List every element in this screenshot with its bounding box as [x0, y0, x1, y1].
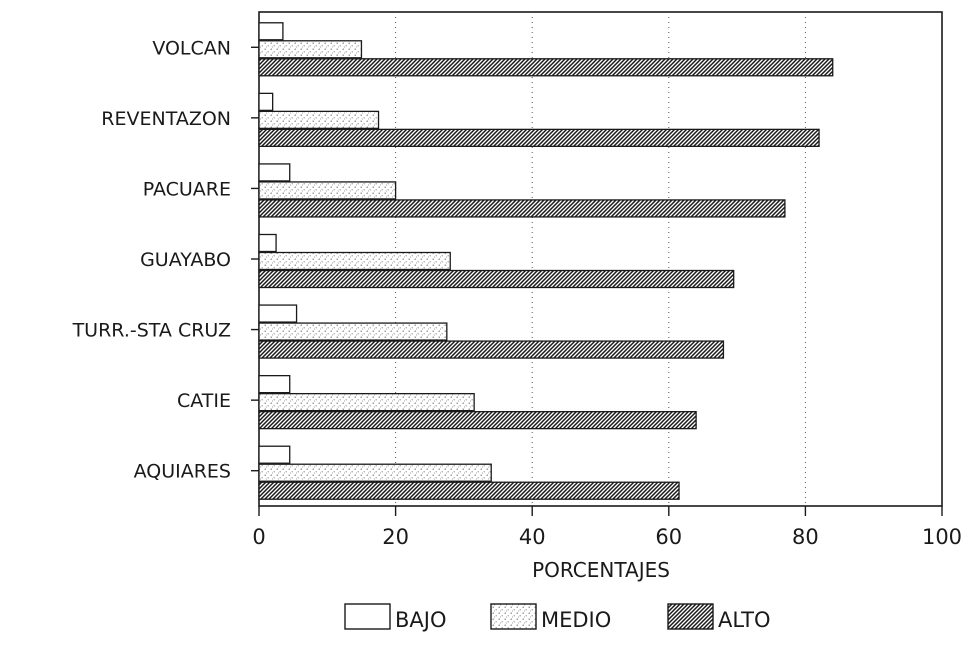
bar-alto-1 — [258, 128, 820, 148]
bar-medio-4 — [258, 322, 448, 341]
legend-swatch-medio — [490, 603, 537, 630]
y-tick-label-3: GUAYABO — [140, 249, 231, 271]
bar-alto-5 — [258, 410, 697, 430]
bar-alto-3 — [258, 269, 735, 289]
bar-bajo-5 — [258, 374, 291, 394]
x-tick-label-0: 0 — [252, 525, 265, 549]
bar-medio-2 — [258, 181, 397, 200]
bar-alto-6 — [258, 481, 680, 500]
x-tick-label-4: 80 — [792, 525, 819, 549]
legend-swatch-alto — [667, 603, 714, 630]
bar-bajo-2 — [258, 163, 291, 182]
bar-medio-6 — [258, 463, 492, 482]
bar-medio-1 — [258, 110, 380, 130]
y-tick-label-4: TURR.-STA CRUZ — [72, 320, 231, 342]
bar-bajo-3 — [258, 233, 277, 253]
y-tick-label-0: VOLCAN — [152, 37, 231, 59]
legend-label-medio: MEDIO — [541, 608, 611, 632]
grid — [395, 12, 806, 506]
y-tick-label-6: AQUIARES — [134, 461, 231, 483]
x-axis-label: PORCENTAJES — [532, 558, 670, 582]
y-tick-label-1: REVENTAZON — [101, 108, 231, 130]
x-tick-label-5: 100 — [922, 525, 962, 549]
bar-bajo-1 — [258, 92, 274, 112]
x-tick-label-2: 40 — [519, 525, 546, 549]
bar-medio-5 — [258, 392, 475, 412]
bar-bajo-6 — [258, 445, 291, 464]
y-tick-label-5: CATIE — [177, 390, 231, 412]
bar-medio-0 — [258, 40, 363, 59]
legend: BAJO MEDIO ALTO — [344, 603, 771, 632]
y-tick-label-2: PACUARE — [143, 178, 231, 200]
bar-bajo-4 — [258, 304, 298, 323]
bar-bajo-0 — [258, 22, 284, 41]
x-axis: 0 20 40 60 80 100 — [252, 506, 962, 549]
bar-medio-3 — [258, 251, 451, 271]
bar-alto-2 — [258, 199, 786, 218]
legend-label-bajo: BAJO — [395, 608, 447, 632]
legend-swatch-bajo — [344, 603, 391, 630]
bar-alto-0 — [258, 58, 834, 77]
x-tick-label-3: 60 — [655, 525, 682, 549]
bars — [258, 22, 834, 500]
bar-alto-4 — [258, 340, 725, 359]
legend-label-alto: ALTO — [718, 608, 771, 632]
y-axis: VOLCAN REVENTAZON PACUARE GUAYABO TURR.-STA … — [72, 37, 259, 483]
x-tick-label-1: 20 — [382, 525, 409, 549]
